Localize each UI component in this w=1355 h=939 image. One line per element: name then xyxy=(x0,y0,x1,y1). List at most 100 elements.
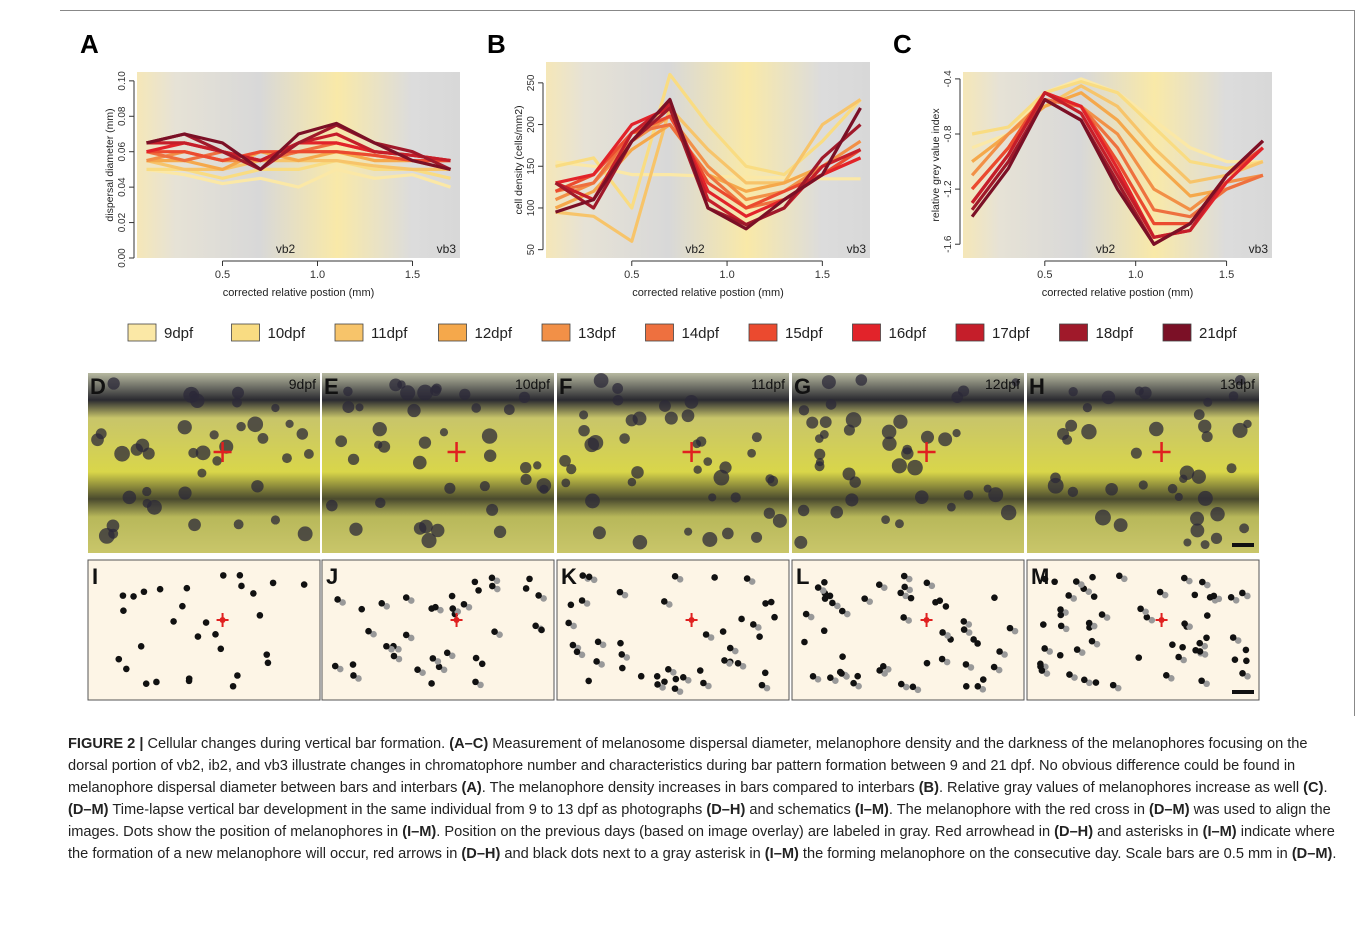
series-line xyxy=(971,80,1264,170)
melanophore xyxy=(1000,504,1017,521)
melanophore xyxy=(763,507,775,519)
melanophore-dot xyxy=(185,677,193,685)
melanophore-dot xyxy=(1210,592,1218,600)
annotation: vb3 xyxy=(437,242,457,256)
melanophore-dot xyxy=(383,642,390,650)
melanophore-dot xyxy=(696,667,704,674)
melanophore-dot xyxy=(672,675,680,683)
melanophore-dot xyxy=(1203,634,1210,642)
melanophore-dot xyxy=(593,658,600,665)
melanophore xyxy=(479,481,490,492)
melanophore-dot xyxy=(1169,641,1176,649)
caption-run: (I–M) xyxy=(1202,824,1237,840)
melanophore xyxy=(957,385,970,397)
melanophore xyxy=(486,503,499,516)
x-tick-label: 1.5 xyxy=(815,269,830,281)
melanophore-dot xyxy=(256,612,264,619)
melanophore xyxy=(247,416,264,433)
previous-dot xyxy=(1062,625,1070,633)
red-cross xyxy=(682,442,701,462)
legend-swatch xyxy=(1059,323,1088,342)
melanophore-dot xyxy=(234,672,241,679)
melanophore-dot xyxy=(1081,676,1088,684)
melanophore xyxy=(619,433,630,444)
melanophore-dot xyxy=(1143,613,1151,621)
melanophore-dot xyxy=(1057,611,1065,619)
photo-day: 10dpf xyxy=(515,376,550,392)
melanophore-dot xyxy=(979,676,987,683)
melanophore-dot xyxy=(1056,651,1064,659)
melanophore-dot xyxy=(801,638,808,646)
melanophore-dot xyxy=(771,613,778,621)
previous-dot xyxy=(598,661,605,668)
melanophore-dot xyxy=(1085,619,1093,627)
previous-dot xyxy=(748,578,756,585)
melanophore-dot xyxy=(183,584,191,592)
previous-dot xyxy=(1114,684,1122,692)
melanophore-dot xyxy=(618,651,626,658)
melanophore xyxy=(1228,391,1239,401)
melanophore-dot xyxy=(1109,681,1117,689)
melanophore xyxy=(1105,482,1118,496)
melanophore xyxy=(703,457,713,466)
melanophore xyxy=(236,421,246,432)
melanophore-dot xyxy=(702,631,710,638)
previous-dot xyxy=(540,595,547,602)
legend-label: 17dpf xyxy=(992,325,1030,342)
y-axis-label: relative grey value index xyxy=(930,108,942,222)
melanophore-dot xyxy=(814,584,822,591)
melanophore xyxy=(1203,397,1213,407)
melanophore xyxy=(559,455,571,467)
melanophore xyxy=(855,374,868,386)
caption-run: Cellular changes during vertical bar for… xyxy=(143,736,450,752)
melanophore-dot xyxy=(1040,621,1047,628)
caption-run: . The melanophore density increases in b… xyxy=(481,780,919,796)
previous-dot xyxy=(1001,651,1008,658)
melanophore xyxy=(190,393,205,408)
melanophore xyxy=(1149,421,1164,437)
melanophore xyxy=(612,383,624,394)
legend-label: 16dpf xyxy=(889,325,927,342)
melanophore-dot xyxy=(460,600,468,608)
previous-dot xyxy=(1090,622,1098,630)
melanophore xyxy=(1183,538,1192,547)
melanophore xyxy=(1190,523,1205,538)
melanophore-dot xyxy=(585,677,592,685)
melanophore-dot xyxy=(472,678,479,686)
melanophore-dot xyxy=(428,680,435,687)
previous-dot xyxy=(1148,616,1156,624)
previous-dot xyxy=(807,613,815,621)
melanophore-dot xyxy=(1181,574,1188,582)
x-tick-label: 0.5 xyxy=(624,269,639,281)
y-tick-label: -0.8 xyxy=(943,125,954,143)
previous-dot xyxy=(902,683,910,691)
melanophore-dot xyxy=(1135,654,1143,661)
legend-label: 11dpf xyxy=(371,325,408,342)
previous-dot xyxy=(843,610,851,618)
red-dot xyxy=(453,617,460,623)
legend-swatch xyxy=(645,323,674,342)
caption-run: (I–M) xyxy=(854,802,889,818)
melanophore xyxy=(270,515,281,525)
previous-dot xyxy=(419,669,426,677)
melanophore-dot xyxy=(532,622,539,630)
melanophore-dot xyxy=(585,573,593,581)
melanophore-dot xyxy=(936,597,944,604)
melanophore xyxy=(233,519,244,530)
previous-dot xyxy=(407,597,415,604)
melanophore-dot xyxy=(390,652,398,660)
melanophore-dot xyxy=(212,630,219,638)
melanophore-dot xyxy=(1098,611,1106,618)
melanophore xyxy=(397,380,406,389)
melanophore-dot xyxy=(661,598,668,605)
series-line xyxy=(146,150,451,171)
melanophore xyxy=(471,403,482,413)
previous-dot xyxy=(355,675,362,682)
melanophore-dot xyxy=(826,592,834,600)
melanophore-dot xyxy=(962,661,970,668)
previous-dot xyxy=(819,587,827,594)
melanophore xyxy=(232,397,242,408)
melanophore-dot xyxy=(923,579,931,587)
melanophore xyxy=(91,433,104,447)
melanophore xyxy=(520,473,532,486)
